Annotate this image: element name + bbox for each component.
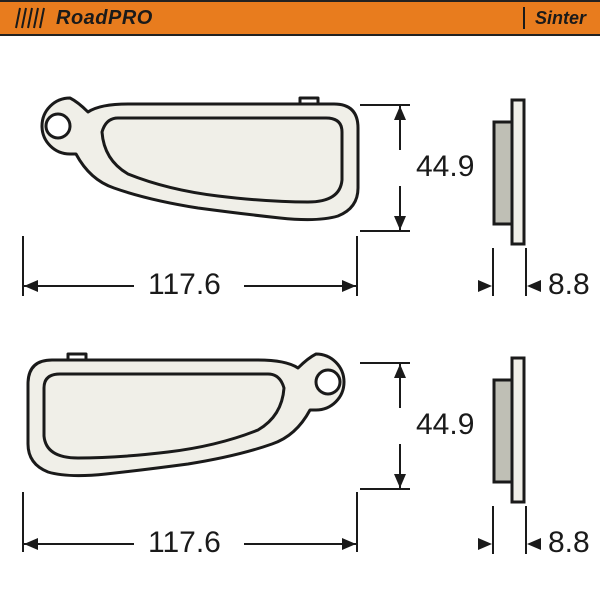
arrow-left-icon <box>24 538 38 550</box>
dim-line <box>244 543 356 545</box>
pad2-width-label: 117.6 <box>148 526 221 560</box>
dim-line <box>24 543 134 545</box>
pad1-height-label: 44.9 <box>416 150 474 184</box>
pad1-face-view <box>18 88 368 248</box>
dim-line <box>24 285 134 287</box>
brand-left: RoadPRO <box>14 6 153 30</box>
pad1-side-view <box>488 98 534 248</box>
arrow-left-icon <box>527 538 541 550</box>
pad1-width-label: 117.6 <box>148 268 221 302</box>
ext-line <box>492 506 494 554</box>
arrow-right-icon <box>342 538 356 550</box>
ext-line <box>360 488 410 490</box>
technical-drawing: 117.6 44.9 8.8 117.6 44.9 <box>0 36 600 598</box>
arrow-left-icon <box>527 280 541 292</box>
tire-tread-icon <box>14 6 48 30</box>
header-bar: RoadPRO Sinter <box>0 0 600 36</box>
variant-name: Sinter <box>535 8 586 29</box>
brand-name: RoadPRO <box>56 7 153 30</box>
ext-line <box>360 230 410 232</box>
pad2-height-label: 44.9 <box>416 408 474 442</box>
header-divider <box>523 7 525 29</box>
ext-line <box>356 492 358 552</box>
pad2-thickness-label: 8.8 <box>548 526 590 560</box>
arrow-down-icon <box>394 474 406 488</box>
arrow-down-icon <box>394 216 406 230</box>
arrow-up-icon <box>394 106 406 120</box>
arrow-right-icon <box>478 280 492 292</box>
dim-line <box>244 285 356 287</box>
pad1-thickness-label: 8.8 <box>548 268 590 302</box>
ext-line <box>492 248 494 296</box>
arrow-up-icon <box>394 364 406 378</box>
arrow-right-icon <box>342 280 356 292</box>
pad2-side-view <box>488 356 534 506</box>
arrow-right-icon <box>478 538 492 550</box>
pad2-face-view <box>18 344 368 504</box>
brand-right: Sinter <box>523 7 586 29</box>
ext-line <box>356 236 358 296</box>
arrow-left-icon <box>24 280 38 292</box>
